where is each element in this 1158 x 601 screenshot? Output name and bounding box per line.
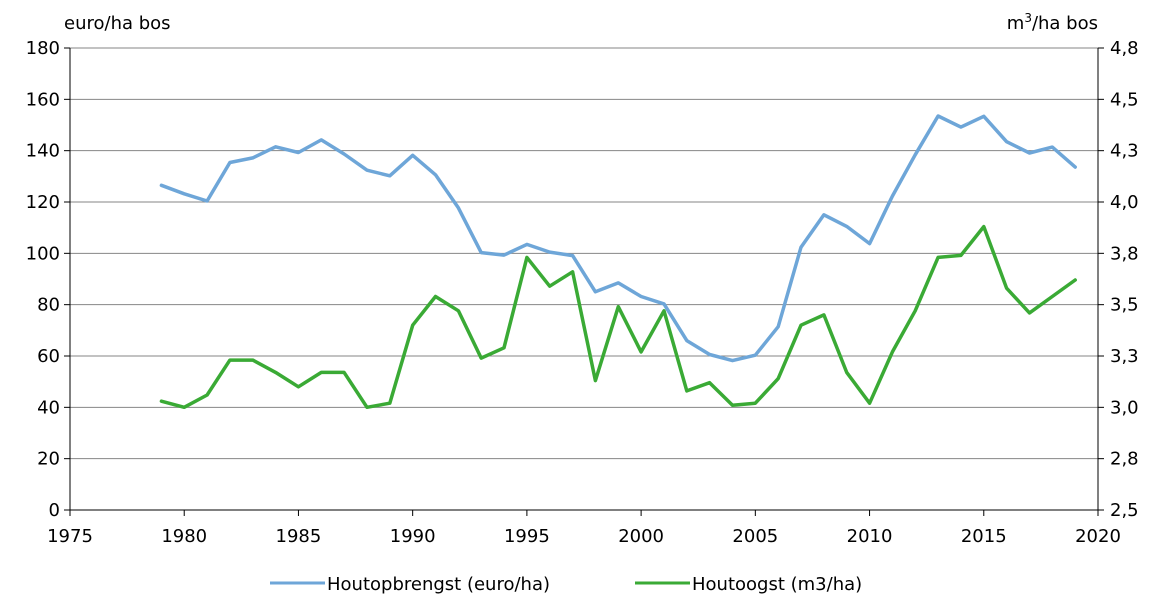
x-tick-label: 2000 [618, 526, 664, 547]
y-left-tick-label: 140 [26, 141, 60, 162]
x-tick-label: 2015 [961, 526, 1007, 547]
y-left-tick-label: 160 [26, 89, 60, 110]
right-axis-unit-label: m3/ha bos [1007, 11, 1098, 34]
y-right-tick-label: 4,8 [1110, 38, 1139, 59]
y-left-tick-label: 80 [37, 295, 60, 316]
y-left-tick-label: 0 [49, 500, 60, 521]
y-right-tick-label: 4,5 [1110, 89, 1139, 110]
right-axis-unit-base: m [1007, 13, 1025, 34]
series-line-houtopbrengst [159, 114, 1077, 363]
y-right-tick-label: 3,0 [1110, 397, 1139, 418]
y-right-tick-label: 2,5 [1110, 500, 1139, 521]
y-right-tick-label: 3,3 [1110, 346, 1139, 367]
y-right-tick-label: 4,0 [1110, 192, 1139, 213]
x-tick-label: 1975 [47, 526, 93, 547]
series-line-houtoogst [159, 224, 1077, 410]
y-right-tick-label: 3,8 [1110, 243, 1139, 264]
legend-item-houtopbrengst: Houtopbrengst (euro/ha) [270, 574, 550, 595]
x-tick-label: 2005 [732, 526, 778, 547]
legend-label-houtoogst: Houtoogst (m3/ha) [692, 574, 862, 595]
legend: Houtopbrengst (euro/ha) Houtoogst (m3/ha… [270, 574, 862, 595]
series [159, 114, 1077, 410]
legend-item-houtoogst: Houtoogst (m3/ha) [635, 574, 862, 595]
right-axis-unit-rest: /ha bos [1032, 13, 1098, 34]
y-left-tick-label: 120 [26, 192, 60, 213]
x-tick-label: 1980 [161, 526, 207, 547]
legend-label-houtopbrengst: Houtopbrengst (euro/ha) [327, 574, 550, 595]
x-tick-label: 1995 [504, 526, 550, 547]
x-tick-label: 1985 [276, 526, 322, 547]
y-left-tick-label: 40 [37, 397, 60, 418]
axes [69, 48, 1099, 511]
left-axis-unit-label: euro/ha bos [64, 13, 171, 34]
ticks: 0 2,5 20 2,8 40 3,0 60 3,3 80 3,5 100 3,8 120 4,0 140 4… [26, 38, 1139, 547]
x-tick-label: 1990 [390, 526, 436, 547]
y-left-tick-label: 100 [26, 243, 60, 264]
y-right-tick-label: 4,3 [1110, 141, 1139, 162]
x-tick-label: 2010 [847, 526, 893, 547]
y-left-tick-label: 180 [26, 38, 60, 59]
y-left-tick-label: 20 [37, 449, 60, 470]
gridlines [70, 47, 1098, 460]
right-axis-unit-superscript: 3 [1024, 11, 1032, 25]
x-tick-label: 2020 [1075, 526, 1121, 547]
y-left-tick-label: 60 [37, 346, 60, 367]
y-right-tick-label: 2,8 [1110, 449, 1139, 470]
y-right-tick-label: 3,5 [1110, 295, 1139, 316]
